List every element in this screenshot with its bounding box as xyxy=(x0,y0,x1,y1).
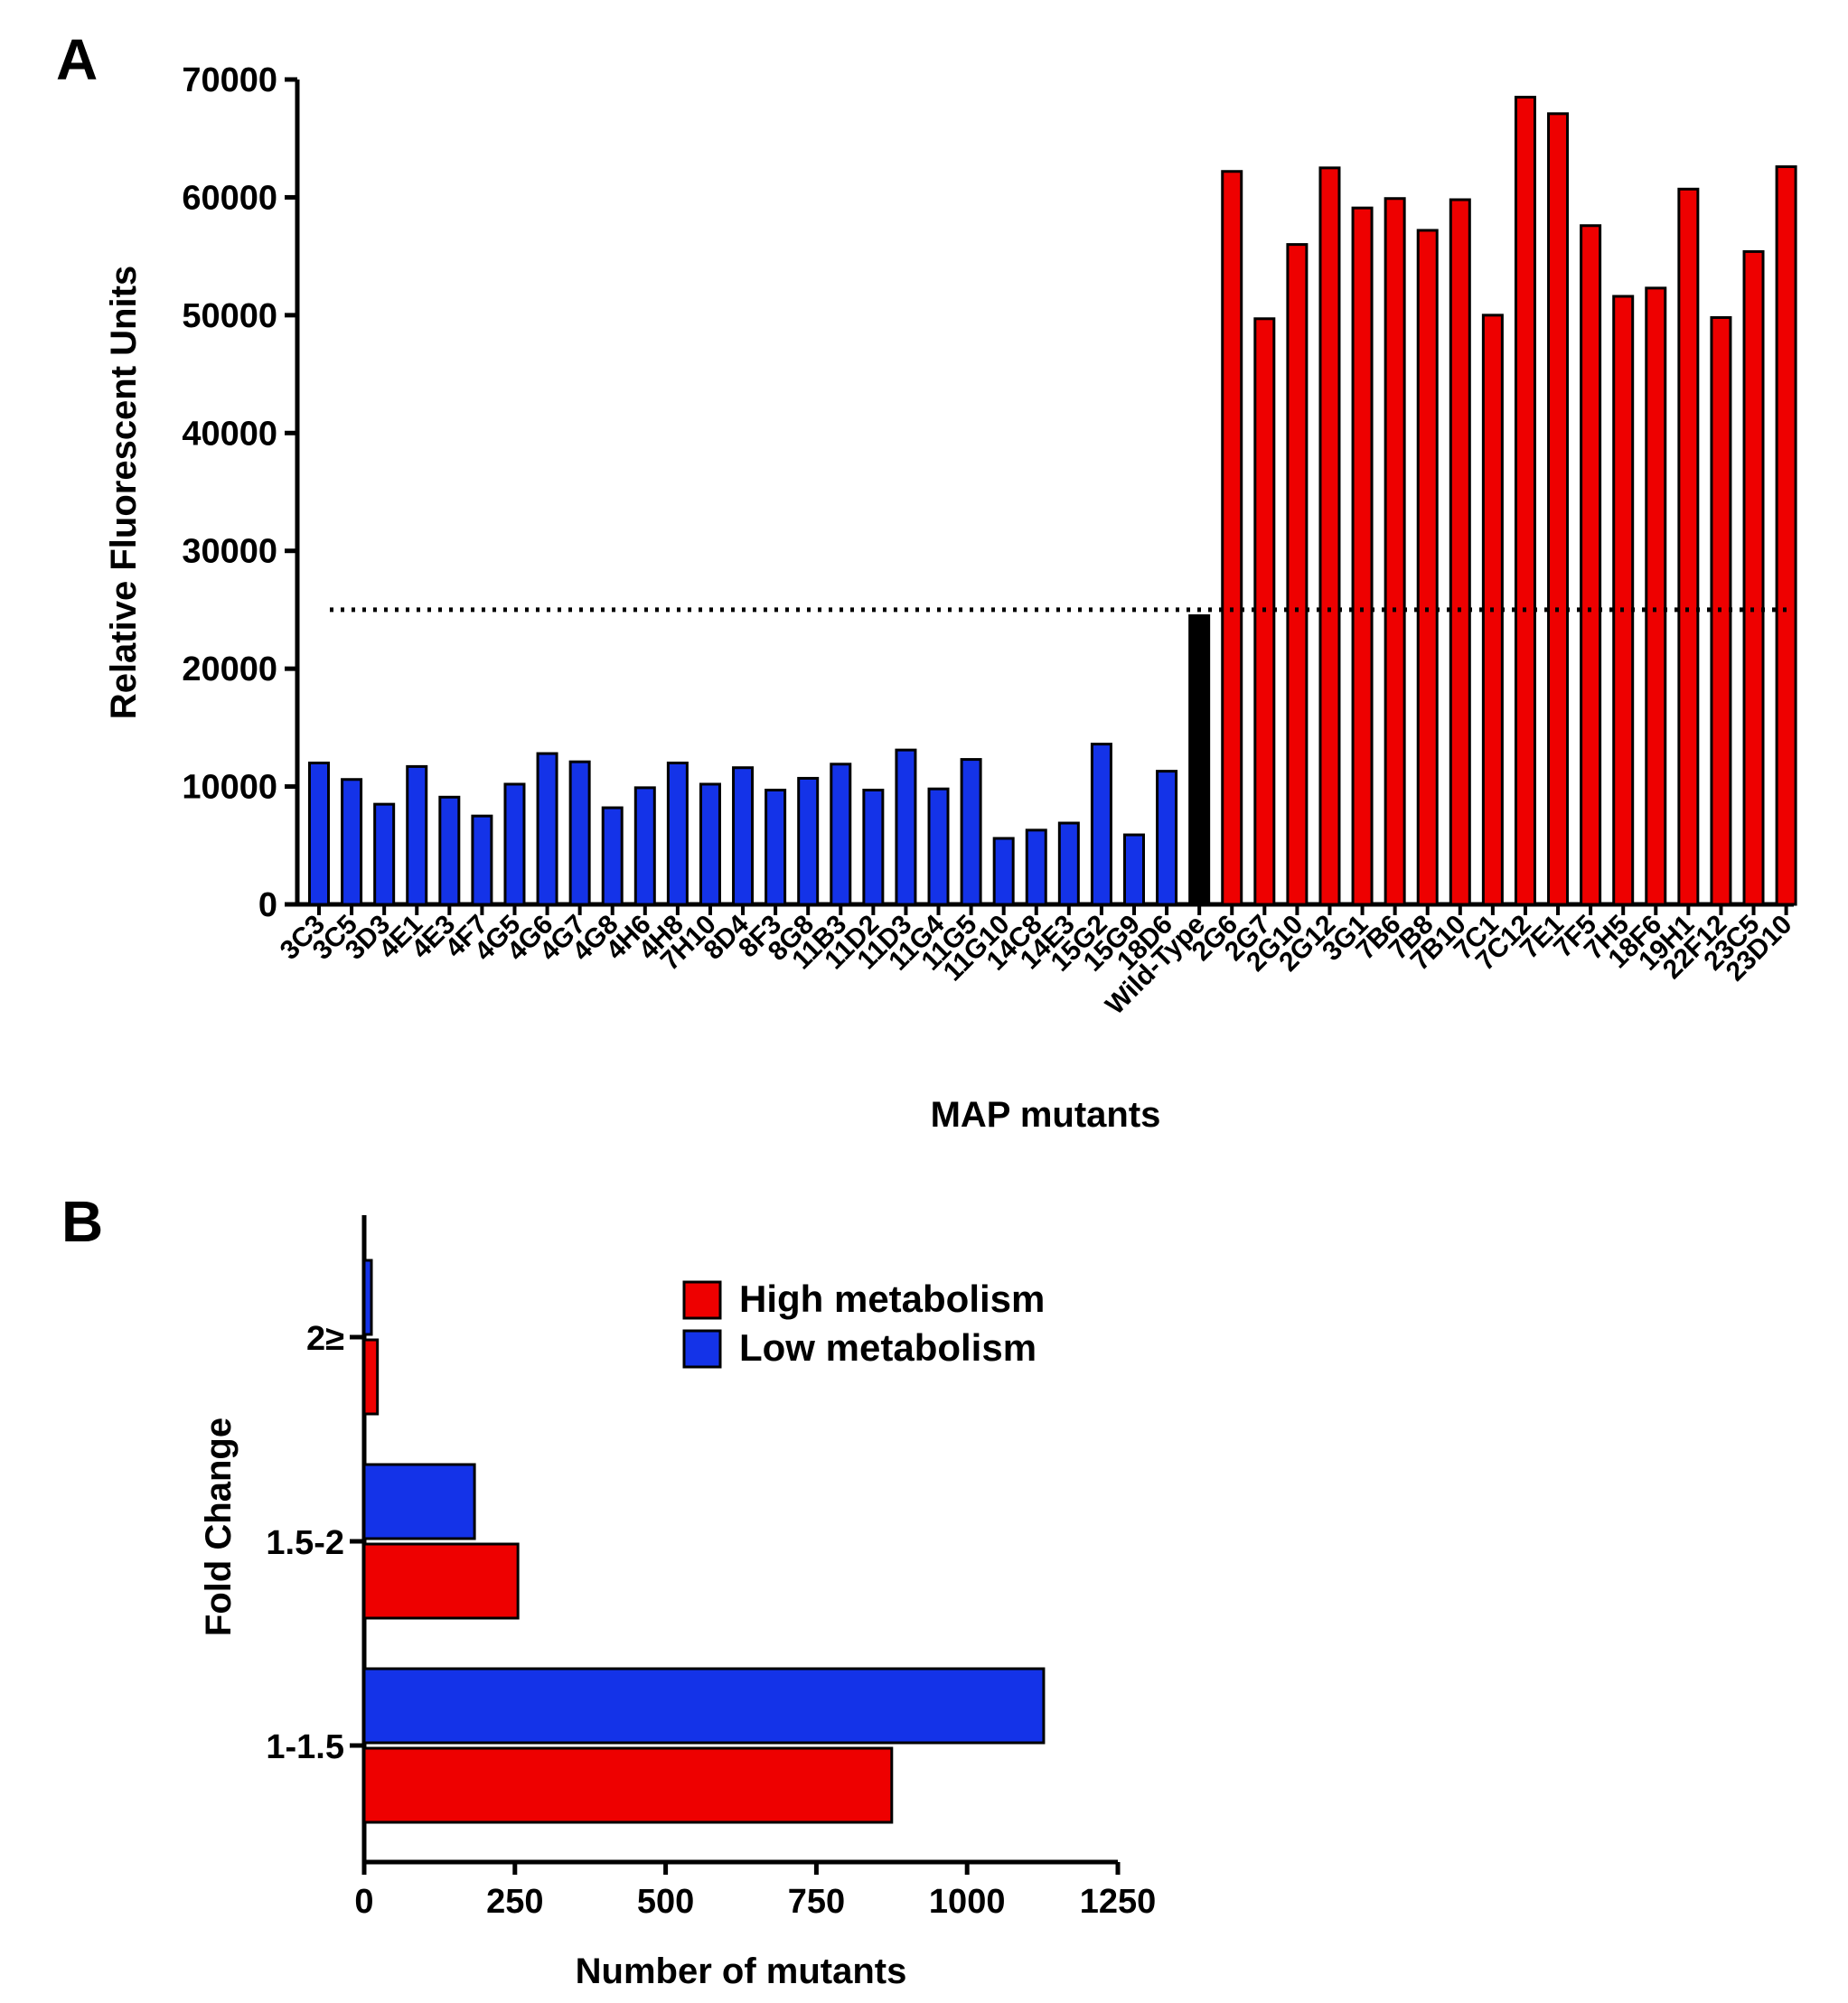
bar-high-metabolism xyxy=(362,1746,894,1824)
bar-19h1 xyxy=(1677,187,1700,906)
bar-4g5 xyxy=(503,782,526,906)
panel-b-x-tick-label: 250 xyxy=(486,1883,543,1921)
bar-4e1 xyxy=(406,764,428,906)
panel-a-y-tick-label: 50000 xyxy=(182,297,277,335)
bar-3d3 xyxy=(373,802,396,906)
bar-7b8 xyxy=(1416,229,1439,906)
bar-4e3 xyxy=(438,795,461,906)
bar-11d3 xyxy=(895,748,917,906)
panel-label-b: B xyxy=(61,1189,103,1254)
bar-14c8 xyxy=(1025,828,1047,906)
bar-11b3 xyxy=(830,763,852,906)
panel-label-a: A xyxy=(56,27,98,92)
bar-15g2 xyxy=(1090,743,1112,906)
bar-11g10 xyxy=(992,837,1015,906)
bar-2g10 xyxy=(1286,243,1309,906)
legend-swatch-low xyxy=(682,1329,722,1369)
panel-b-x-tick-label: 500 xyxy=(637,1883,694,1921)
bar-8f3 xyxy=(765,788,787,906)
panel-b-x-tick-label: 0 xyxy=(354,1883,373,1921)
panel-b-x-tick-label: 1250 xyxy=(1080,1883,1157,1921)
bar-7h10 xyxy=(699,782,721,906)
legend-label-high: High metabolism xyxy=(739,1278,1045,1320)
bar-14e3 xyxy=(1057,821,1080,906)
bar-3c3 xyxy=(308,761,330,906)
bar-7b6 xyxy=(1384,197,1406,906)
panel-a-y-tick-label: 30000 xyxy=(182,533,277,571)
panel-b-x-tick-label: 1000 xyxy=(929,1883,1006,1921)
bar-4f7 xyxy=(471,814,493,906)
bar-4h6 xyxy=(633,786,656,906)
bar-wild-type xyxy=(1188,613,1211,906)
panel-a-y-tick-label: 70000 xyxy=(182,61,277,99)
panel-b-category-label: 2≥ xyxy=(306,1320,344,1358)
legend-label-low: Low metabolism xyxy=(739,1326,1037,1369)
bar-18d6 xyxy=(1156,770,1178,906)
bar-high-metabolism xyxy=(362,1542,520,1620)
panel-a-chart: Relative Fluorescent Units MAP mutants 0… xyxy=(104,61,1798,1135)
legend-swatch-high xyxy=(682,1280,722,1320)
panel-b-category-label: 1.5-2 xyxy=(266,1524,344,1562)
bar-4g6 xyxy=(536,752,558,906)
bar-3g1 xyxy=(1351,206,1374,906)
bar-11g4 xyxy=(927,787,950,906)
panel-b-y-title: Fold Change xyxy=(199,1418,239,1636)
bar-15g9 xyxy=(1123,833,1145,906)
bar-8d4 xyxy=(732,766,755,906)
bar-23c5 xyxy=(1742,249,1765,906)
bar-2g6 xyxy=(1221,170,1243,906)
bar-4h8 xyxy=(666,761,689,906)
bar-2g12 xyxy=(1318,166,1341,906)
bar-18f6 xyxy=(1645,286,1667,906)
panel-a-x-title: MAP mutants xyxy=(931,1095,1161,1135)
bar-high-metabolism xyxy=(362,1338,380,1416)
panel-a-y-tick-label: 40000 xyxy=(182,415,277,453)
bar-4g8 xyxy=(601,806,624,906)
panel-a-y-tick-label: 60000 xyxy=(182,179,277,217)
bar-8g8 xyxy=(797,776,820,906)
bar-7b10 xyxy=(1449,198,1471,906)
bar-low-metabolism xyxy=(362,1259,373,1336)
bar-7f5 xyxy=(1580,224,1602,906)
bar-11d2 xyxy=(862,788,885,906)
bar-low-metabolism xyxy=(362,1667,1046,1745)
panel-b-category-label: 1-1.5 xyxy=(266,1728,344,1766)
panel-b-x-tick-label: 750 xyxy=(788,1883,845,1921)
panel-a-y-title: Relative Fluorescent Units xyxy=(104,266,144,719)
bar-7h5 xyxy=(1612,295,1635,906)
panel-a-y-tick-label: 20000 xyxy=(182,651,277,688)
panel-a-y-tick-label: 10000 xyxy=(182,769,277,807)
bar-7e1 xyxy=(1547,112,1570,906)
bar-low-metabolism xyxy=(362,1463,476,1540)
bar-23d10 xyxy=(1775,165,1797,906)
bar-7c12 xyxy=(1514,96,1536,906)
bar-3c5 xyxy=(341,778,363,906)
bar-4g7 xyxy=(568,760,591,906)
bar-11g5 xyxy=(960,758,982,906)
panel-b-chart: Fold Change Number of mutants 0 250 500 750… xyxy=(199,1215,1156,1991)
panel-b-x-title: Number of mutants xyxy=(576,1952,907,1991)
panel-a-y-tick-label: 0 xyxy=(258,886,277,924)
